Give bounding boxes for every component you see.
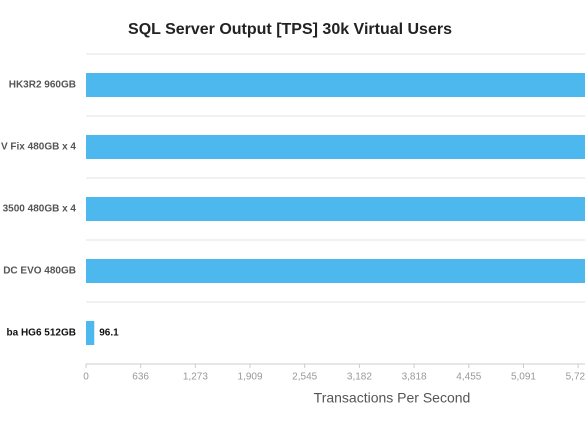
y-tick-label: ba HG6 512GB [7, 328, 76, 339]
bar [86, 73, 585, 97]
chart-title: SQL Server Output [TPS] 30k Virtual User… [128, 21, 452, 38]
x-tick-label: 4,455 [456, 372, 481, 383]
x-axis-label: Transactions Per Second [314, 390, 471, 406]
x-tick-label: 3,818 [402, 372, 427, 383]
x-tick-label: 3,182 [347, 372, 372, 383]
x-tick-label: 2,545 [292, 372, 317, 383]
x-tick-label: 636 [132, 372, 149, 383]
x-tick-label: 5,727 [566, 372, 585, 383]
bar [86, 321, 95, 345]
x-tick-label: 5,091 [511, 372, 536, 383]
y-tick-label: HK3R2 960GB [9, 80, 76, 91]
data-label: 96.1 [99, 328, 119, 339]
bar [86, 135, 585, 159]
x-tick-label: 1,273 [183, 372, 208, 383]
x-tick-label: 1,909 [238, 372, 263, 383]
y-tick-label: V Fix 480GB x 4 [1, 142, 76, 153]
bar [86, 259, 585, 283]
y-tick-label: 3500 480GB x 4 [3, 204, 77, 215]
bar [86, 197, 585, 221]
y-tick-label: DC EVO 480GB [3, 266, 76, 277]
x-tick-label: 0 [83, 372, 89, 383]
